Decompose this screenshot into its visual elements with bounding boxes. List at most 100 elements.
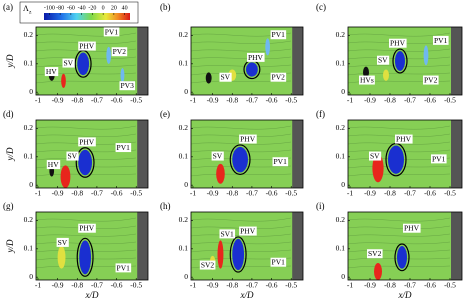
vortex — [106, 46, 112, 64]
panel-label: (g) — [3, 201, 14, 211]
panel-label: (e) — [160, 109, 170, 119]
panel: HV SV PHV PV1 PV2 PV3 -1 -0.9 -0.8 -0.7 -0.6 -0.5 0 0… — [3, 2, 149, 105]
x-tick-label: -0.7 — [91, 96, 103, 105]
y-tick-label: 0.2 — [336, 30, 346, 39]
streamline — [190, 48, 292, 52]
annotation: SV2 — [368, 249, 382, 258]
streamline — [347, 32, 451, 37]
y-tick-label: 0 — [184, 180, 188, 189]
plot-frame — [190, 211, 304, 281]
x-tick-label: -0.9 — [207, 189, 219, 198]
colorbar-tick-label: 20 — [111, 5, 117, 11]
streamline — [190, 40, 292, 44]
streamline — [35, 233, 137, 237]
plot-frame — [190, 26, 304, 96]
x-tick-label: -0.7 — [404, 281, 416, 290]
annotation-box — [270, 257, 287, 267]
x-tick-label: -1 — [35, 189, 41, 198]
plot-frame — [190, 119, 304, 189]
streamline — [35, 133, 137, 137]
x-tick-label: -0.7 — [246, 96, 258, 105]
y-tick-label: 0.2 — [24, 215, 34, 224]
panel: PHV SV PV1 PV2 -1 -0.9 -0.8 -0.7 -0.6 -0.5 0 0.1 0.2… — [160, 2, 304, 105]
vortex-core-ring — [394, 243, 410, 272]
annotation: PHV — [396, 135, 412, 144]
panel-label: (b) — [160, 2, 171, 12]
annotation-box — [115, 263, 132, 273]
y-tick-label: 0.1 — [179, 152, 189, 161]
streamline — [347, 48, 451, 52]
y-tick-label: 0 — [341, 272, 345, 281]
annotation-box — [433, 35, 449, 45]
annotation: SV — [378, 56, 388, 65]
annotation-box — [62, 58, 75, 68]
vortex — [423, 45, 429, 66]
annotation: PV3 — [120, 81, 134, 90]
annotation: PV2 — [113, 47, 127, 56]
plot-frame — [35, 211, 149, 281]
streamline — [347, 173, 451, 177]
annotation-box — [115, 143, 132, 153]
x-axis-label: x/D — [240, 290, 254, 300]
x-tick-label: -0.6 — [111, 96, 123, 105]
annotation-box — [367, 249, 383, 259]
annotation-box — [66, 151, 79, 161]
vortex-core-ring — [392, 48, 408, 74]
vortex — [79, 240, 92, 275]
y-tick-label: 0 — [29, 272, 33, 281]
vortex — [395, 51, 405, 71]
annotation: PV1 — [117, 263, 131, 272]
x-tick-label: -1 — [190, 189, 196, 198]
x-tick-label: -0.9 — [52, 281, 64, 290]
annotation: PHV — [404, 224, 420, 233]
annotation: HV — [46, 67, 57, 76]
streamline — [190, 225, 292, 229]
vortex — [60, 165, 71, 189]
annotation-box — [46, 160, 61, 170]
panel-label: (h) — [160, 201, 171, 211]
x-tick-label: -0.5 — [444, 96, 456, 105]
vortex — [374, 263, 382, 280]
streamline — [347, 64, 451, 68]
streamline — [35, 32, 137, 37]
streamline — [190, 233, 292, 237]
annotation: SV — [64, 59, 74, 68]
streamline — [347, 225, 451, 229]
vortex — [78, 149, 93, 176]
y-tick-label: 0.2 — [336, 215, 346, 224]
vortex — [232, 146, 248, 173]
vortex — [388, 145, 404, 174]
streamline — [35, 125, 137, 130]
x-tick-label: -0.8 — [71, 189, 83, 198]
x-tick-label: -0.7 — [246, 189, 258, 198]
flow-field — [191, 212, 303, 280]
annotation-box — [377, 55, 390, 65]
streamline — [347, 265, 451, 269]
y-tick-label: 0.1 — [179, 59, 189, 68]
wall — [137, 120, 148, 188]
annotation-box — [211, 151, 224, 161]
x-tick-label: -0.9 — [207, 281, 219, 290]
x-tick-label: -0.6 — [266, 189, 278, 198]
annotation-box — [389, 38, 407, 48]
annotation-box — [78, 41, 96, 51]
y-tick-label: 0 — [341, 87, 345, 96]
annotation: PV1 — [105, 27, 119, 36]
x-tick-label: -0.6 — [424, 96, 436, 105]
vortex — [77, 52, 90, 76]
x-tick-label: -0.5 — [285, 96, 297, 105]
plot-frame — [35, 26, 149, 96]
vortex — [216, 163, 225, 184]
y-axis-label: y/D — [5, 147, 15, 161]
x-tick-label: -0.8 — [226, 189, 238, 198]
x-tick-label: -0.5 — [130, 189, 142, 198]
wall — [451, 27, 462, 95]
y-axis-label: y/D — [5, 54, 15, 68]
annotation-box — [111, 47, 128, 57]
annotation: PHV — [248, 53, 264, 62]
panel-label: (a) — [3, 2, 13, 12]
streamline — [35, 217, 137, 222]
x-tick-label: -0.5 — [130, 281, 142, 290]
annotation-box — [369, 151, 382, 161]
x-tick-label: -0.7 — [91, 189, 103, 198]
